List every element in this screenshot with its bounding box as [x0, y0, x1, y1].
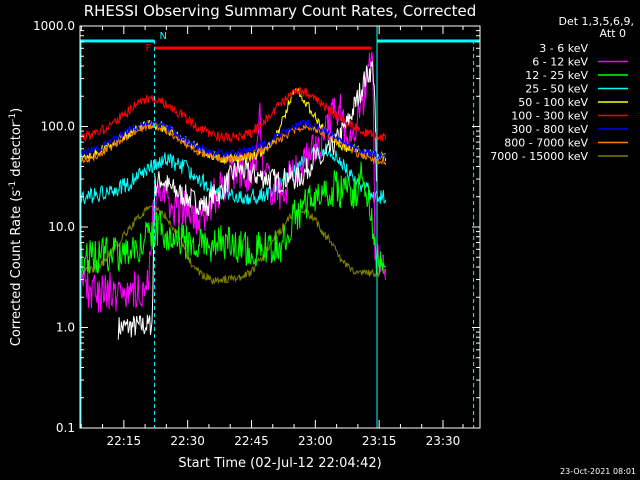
series-line-50-100keV	[80, 88, 387, 165]
series-line-800-7000keV	[80, 121, 387, 166]
x-tick-label: 23:30	[426, 434, 461, 448]
legend-label: 25 - 50 keV	[525, 83, 588, 96]
x-tick-label: 22:30	[170, 434, 205, 448]
x-axis-label: Start Time (02-Jul-12 22:04:42)	[178, 456, 381, 471]
legend-label: 800 - 7000 keV	[504, 137, 588, 150]
legend-label: 50 - 100 keV	[518, 96, 588, 109]
night-label: N	[159, 31, 166, 42]
y-tick-label: 1000.0	[33, 19, 75, 33]
y-axis-label: Corrected Count Rate (s-1 detector-1)	[8, 108, 24, 346]
series-line-300-800keV	[80, 119, 387, 160]
y-tick-label: 0.1	[56, 421, 75, 435]
legend-label: 6 - 12 keV	[532, 56, 588, 69]
y-tick-label: 10.0	[48, 220, 75, 234]
series-line-25-50keV	[80, 143, 387, 205]
y-tick-label: 100.0	[41, 120, 75, 134]
x-tick-label: 22:45	[234, 434, 269, 448]
legend-label: 7000 - 15000 keV	[490, 150, 588, 163]
series-line-3-6keV	[117, 61, 377, 340]
series-line-12-25keV	[80, 161, 387, 276]
flare-label: F	[145, 43, 151, 54]
legend-label: 3 - 6 keV	[539, 42, 588, 55]
legend-header-2: Att 0	[600, 27, 626, 40]
series-line-100-300keV	[80, 86, 387, 144]
y-tick-label: 1.0	[56, 321, 75, 335]
x-tick-label: 23:00	[298, 434, 333, 448]
legend-label: 300 - 800 keV	[511, 123, 588, 136]
legend-label: 12 - 25 keV	[525, 69, 588, 82]
series-line-7000-15000keV	[80, 205, 387, 286]
x-tick-label: 22:15	[107, 434, 142, 448]
series-line-6-12keV	[80, 51, 387, 313]
timestamp: 23-Oct-2021 08:01	[560, 467, 636, 476]
chart-title: RHESSI Observing Summary Count Rates, Co…	[84, 2, 477, 20]
x-tick-label: 23:15	[362, 434, 397, 448]
legend-header-1: Det 1,3,5,6,9,	[558, 15, 634, 28]
legend-label: 100 - 300 keV	[511, 110, 588, 123]
